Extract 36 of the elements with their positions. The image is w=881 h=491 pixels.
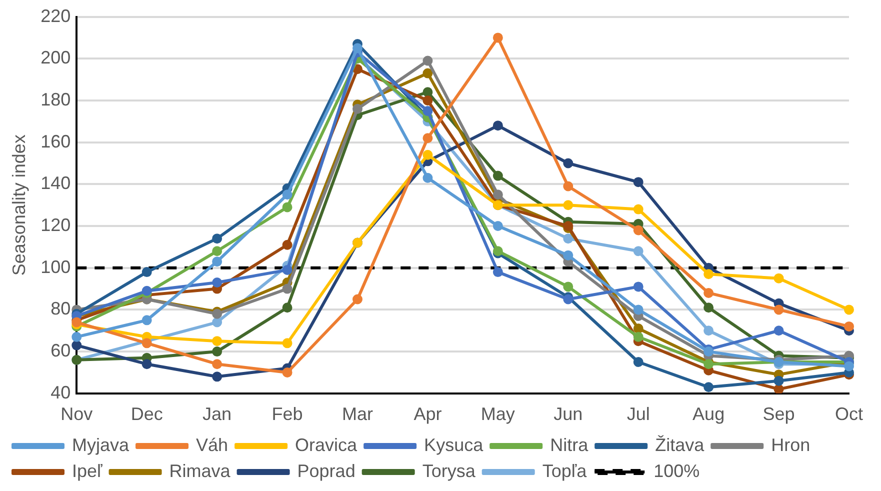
legend-label: Hron bbox=[771, 434, 810, 455]
x-tick-label: Aug bbox=[692, 404, 725, 424]
x-tick-label: May bbox=[480, 404, 515, 424]
x-tick-label: Jan bbox=[202, 404, 232, 424]
legend-label: 100% bbox=[654, 460, 700, 481]
legend-label: Myjava bbox=[72, 434, 130, 455]
y-tick-label: 140 bbox=[40, 173, 71, 194]
y-tick-label: 80 bbox=[50, 298, 71, 319]
legend-label: Oravica bbox=[295, 434, 358, 455]
y-tick-label: 60 bbox=[50, 340, 71, 361]
x-tick-label: Jun bbox=[554, 404, 583, 424]
legend-label: Kysuca bbox=[424, 434, 484, 455]
y-tick-label: 180 bbox=[40, 89, 71, 110]
y-tick-label: 160 bbox=[40, 131, 71, 152]
y-tick-label: 220 bbox=[40, 6, 71, 26]
x-tick-label: Jul bbox=[626, 404, 650, 424]
legend-label: Torysa bbox=[422, 460, 476, 481]
x-tick-label: Nov bbox=[60, 404, 93, 424]
y-tick-label: 40 bbox=[50, 382, 71, 402]
y-tick-label: 200 bbox=[40, 48, 71, 68]
legend-label: Váh bbox=[196, 434, 228, 455]
legend-label: Rimava bbox=[169, 460, 232, 481]
y-axis-title: Seasonality index bbox=[8, 134, 29, 276]
x-tick-label: Mar bbox=[342, 404, 373, 424]
x-tick-label: Oct bbox=[834, 404, 864, 424]
y-tick-label: 120 bbox=[40, 214, 71, 235]
legend-label: Poprad bbox=[297, 460, 356, 481]
x-tick-label: Apr bbox=[414, 404, 442, 424]
legend-label: Žitava bbox=[655, 434, 706, 455]
legend-label: Topľa bbox=[542, 460, 588, 481]
y-tick-label: 100 bbox=[40, 256, 71, 277]
x-tick-label: Feb bbox=[272, 404, 303, 424]
legend-label: Nitra bbox=[550, 434, 590, 455]
legend-label: Ipeľ bbox=[72, 460, 104, 481]
x-tick-label: Sep bbox=[762, 404, 795, 424]
x-tick-label: Dec bbox=[130, 404, 163, 424]
